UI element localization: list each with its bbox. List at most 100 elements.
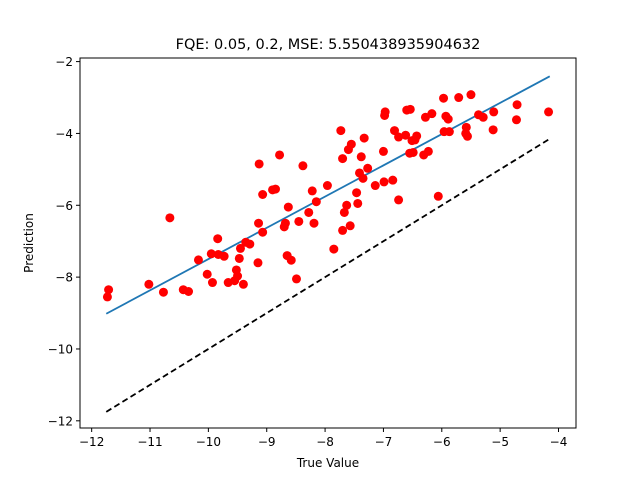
data-point xyxy=(206,249,216,259)
data-point xyxy=(433,191,443,201)
data-point xyxy=(280,218,290,228)
data-point xyxy=(270,184,280,194)
identity-line xyxy=(105,138,551,413)
data-point xyxy=(104,285,114,295)
data-point xyxy=(388,175,398,185)
data-point xyxy=(311,197,321,207)
data-point xyxy=(394,195,404,205)
x-tick-label: −10 xyxy=(196,435,221,449)
data-point xyxy=(356,152,366,162)
data-point xyxy=(478,112,488,122)
data-point xyxy=(254,159,264,169)
data-point xyxy=(511,115,521,125)
data-point xyxy=(258,227,268,237)
data-point xyxy=(294,216,304,226)
y-tick-label: −6 xyxy=(55,199,73,213)
data-point xyxy=(275,150,285,160)
plot-area xyxy=(79,57,577,429)
data-point xyxy=(359,133,369,143)
data-point xyxy=(193,255,203,265)
y-tick-label: −10 xyxy=(48,342,73,356)
data-point xyxy=(401,130,411,140)
data-point xyxy=(338,154,348,164)
data-point xyxy=(258,190,268,200)
data-point xyxy=(444,127,454,137)
data-point xyxy=(184,286,194,296)
x-tick-label: −5 xyxy=(491,435,509,449)
data-point xyxy=(102,292,112,302)
data-point xyxy=(408,147,418,157)
x-tick-label: −12 xyxy=(79,435,104,449)
x-tick-label: −6 xyxy=(433,435,451,449)
data-point xyxy=(405,104,415,114)
data-point xyxy=(512,100,522,110)
y-tick-label: −12 xyxy=(48,414,73,428)
data-point xyxy=(462,131,472,141)
data-layer xyxy=(102,75,554,413)
data-point xyxy=(353,198,363,208)
x-axis-label: True Value xyxy=(296,456,359,470)
y-tick-label: −8 xyxy=(55,271,73,285)
chart-title: FQE: 0.05, 0.2, MSE: 5.550438935904632 xyxy=(176,37,481,53)
data-point xyxy=(339,207,349,217)
data-point xyxy=(254,218,264,228)
data-point xyxy=(336,126,346,136)
data-point xyxy=(235,243,245,253)
data-point xyxy=(234,253,244,263)
data-point xyxy=(380,107,390,117)
data-point xyxy=(144,279,154,289)
data-point xyxy=(309,218,319,228)
data-point xyxy=(298,161,308,171)
data-point xyxy=(544,107,554,117)
x-tick-label: −8 xyxy=(316,435,334,449)
y-axis-label: Prediction xyxy=(22,213,36,273)
data-point xyxy=(165,213,175,223)
data-point xyxy=(352,188,362,198)
data-point xyxy=(213,234,223,244)
data-point xyxy=(253,258,263,268)
data-point xyxy=(233,271,243,281)
data-point xyxy=(370,181,380,191)
data-point xyxy=(219,251,229,261)
data-point xyxy=(291,274,301,284)
data-point xyxy=(322,181,332,191)
data-point xyxy=(390,126,400,136)
y-tick-label: −4 xyxy=(55,127,73,141)
data-point xyxy=(283,202,293,212)
data-point xyxy=(342,200,352,210)
data-point xyxy=(489,107,499,117)
data-point xyxy=(443,114,453,124)
data-point xyxy=(363,163,373,173)
data-point xyxy=(158,287,168,297)
data-point xyxy=(207,278,217,288)
data-point xyxy=(427,109,437,119)
data-point xyxy=(454,93,464,103)
data-point xyxy=(346,139,356,149)
data-point xyxy=(202,269,212,279)
data-point xyxy=(378,146,388,156)
x-tick-label: −11 xyxy=(137,435,162,449)
data-point xyxy=(439,93,449,103)
data-point xyxy=(379,177,389,187)
data-point xyxy=(329,244,339,254)
data-point xyxy=(488,125,498,135)
data-point xyxy=(461,122,471,132)
data-point xyxy=(412,131,422,141)
data-point xyxy=(245,239,255,249)
data-point xyxy=(304,207,314,217)
x-tick-label: −7 xyxy=(375,435,393,449)
data-point xyxy=(238,279,248,289)
data-point xyxy=(423,146,433,156)
data-point xyxy=(345,221,355,231)
axis-ticks: −12 −11 −10 −9 −8 −7 −6 −5 −4 −12 −10 −8 −6 −4 −2 xyxy=(48,55,568,449)
data-point xyxy=(307,186,317,196)
y-tick-label: −2 xyxy=(55,55,73,69)
data-point xyxy=(358,173,368,183)
data-point xyxy=(338,225,348,235)
x-tick-label: −4 xyxy=(550,435,568,449)
data-point xyxy=(286,255,296,265)
data-point xyxy=(394,132,404,142)
data-point xyxy=(466,90,476,100)
x-tick-label: −9 xyxy=(258,435,276,449)
